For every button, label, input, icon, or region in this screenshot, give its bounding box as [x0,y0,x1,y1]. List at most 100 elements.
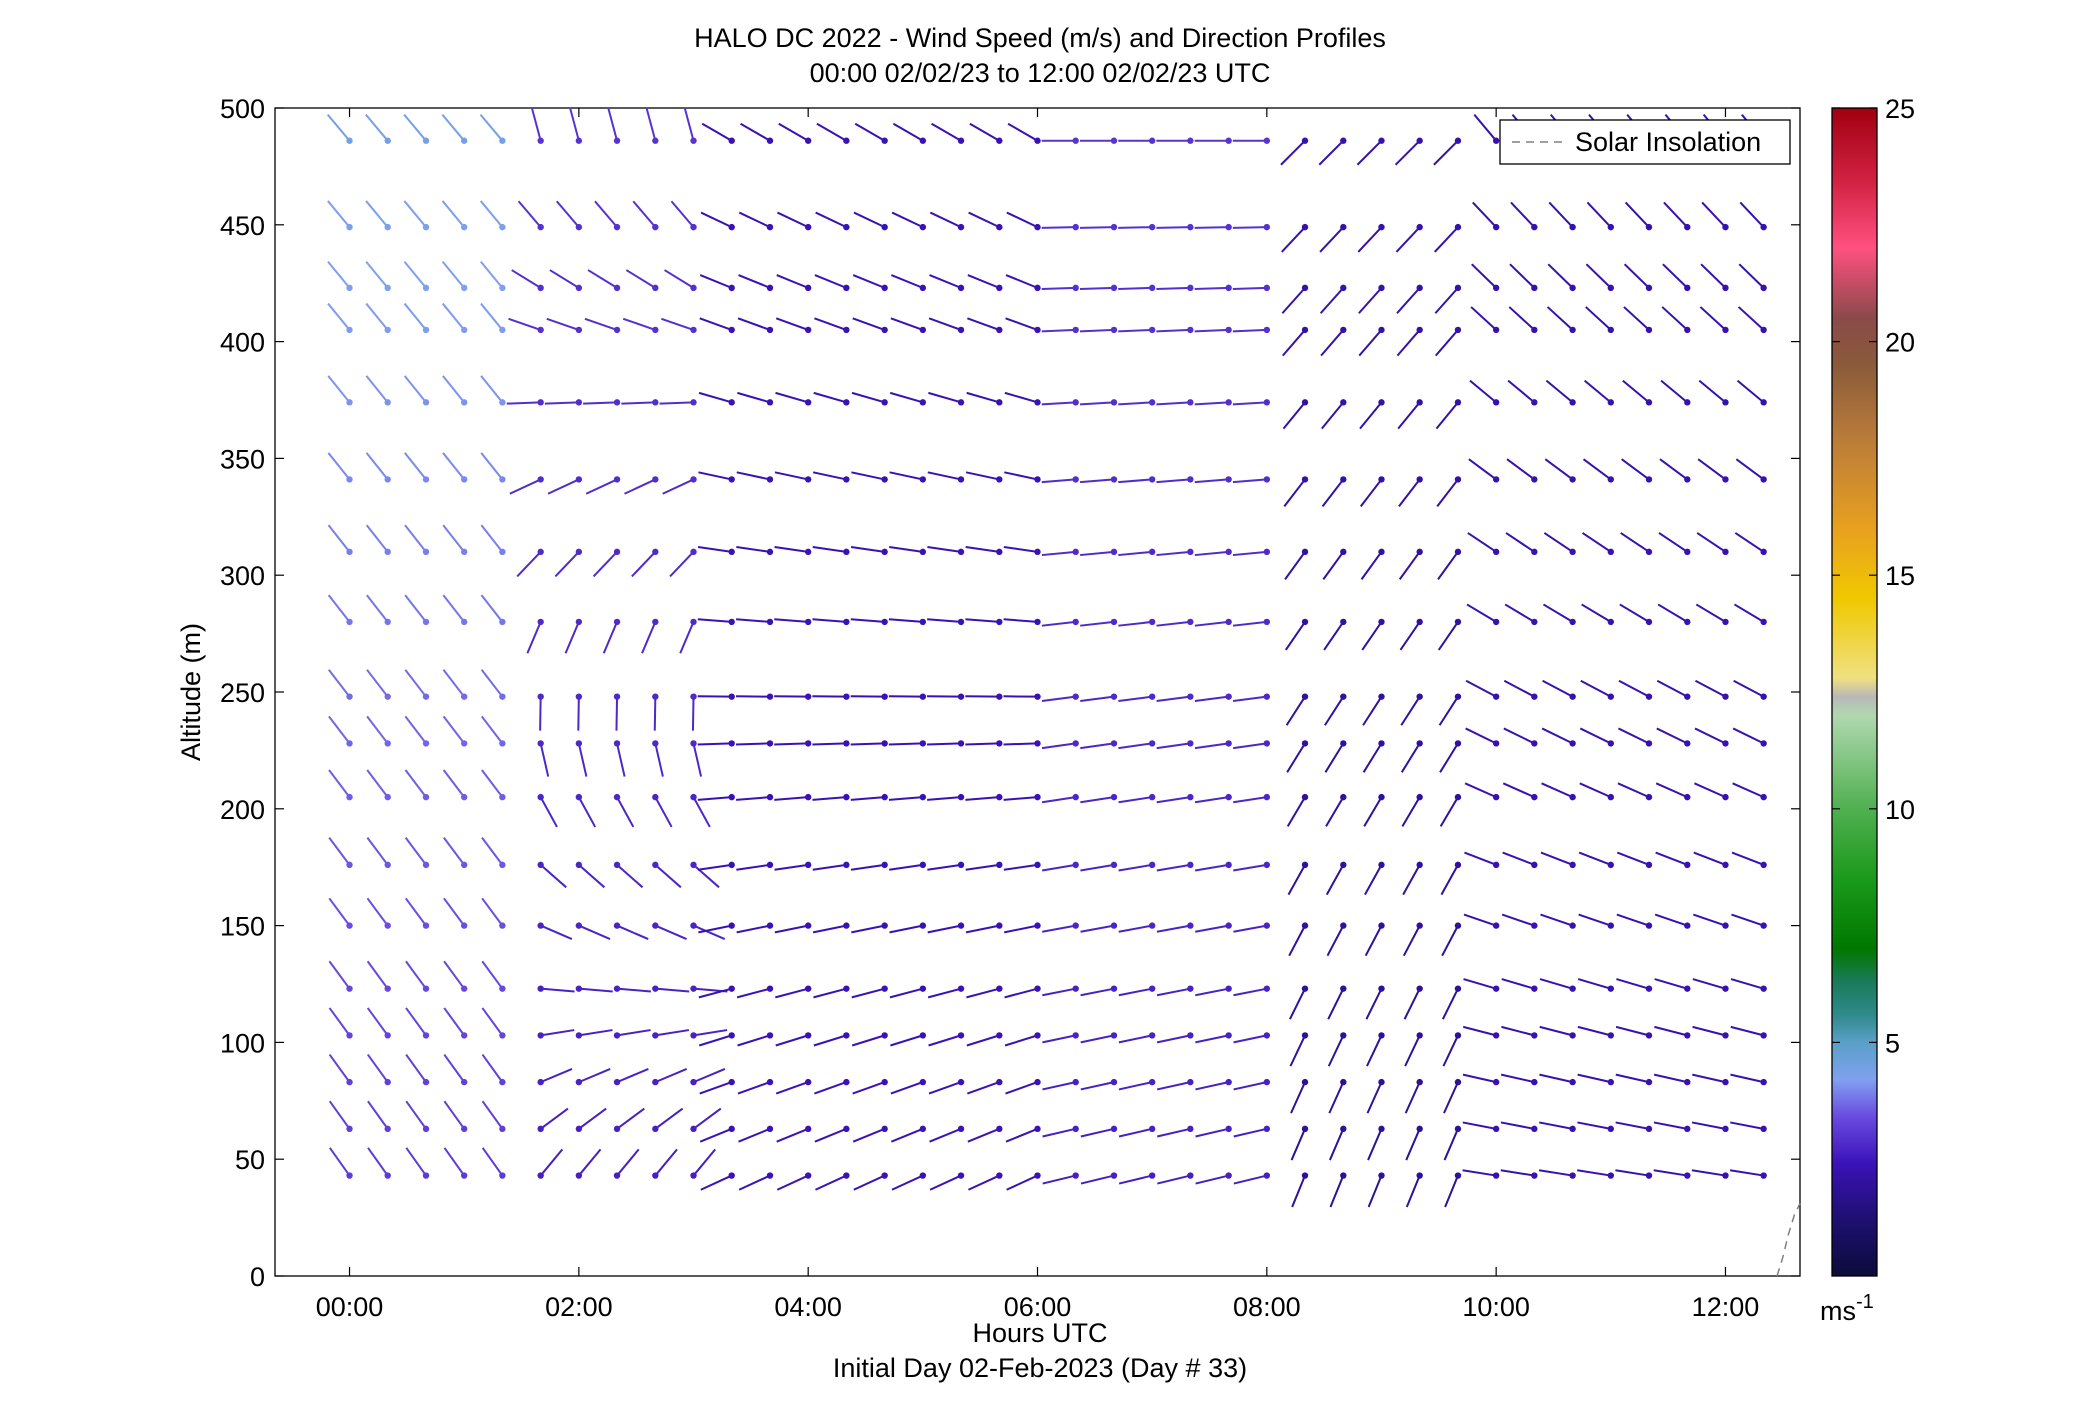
wind-barb [1541,782,1574,799]
wind-barb [654,1068,688,1084]
wind-barb [775,1081,809,1095]
wind-barb-dot [1531,740,1538,747]
wind-barb [1290,1081,1306,1114]
wind-barb-dot [384,693,391,700]
wind-barb [1731,913,1764,927]
wind-barb [927,618,962,623]
wind-barb-dot [919,1172,927,1179]
wind-barb-dot [957,1172,965,1179]
wind-barb-dot [613,861,621,869]
wind-barb [544,401,579,405]
wind-barb-dot [1492,326,1500,334]
wind-barb-dot [957,326,965,334]
wind-barb-dot [1722,399,1729,406]
wind-barb [1041,742,1076,750]
wind-barb-dot [804,922,812,929]
wind-barb-dot [499,985,506,992]
wind-barb [546,317,580,331]
wind-barb-dot [1684,693,1691,700]
wind-barb-dot [1340,985,1347,992]
wind-barb [1281,226,1306,253]
wind-barb [1358,329,1383,357]
wind-barb-dot [766,793,774,801]
wind-barb-dot [1034,1078,1041,1086]
wind-barb-dot [1301,922,1309,929]
wind-barb-dot [1722,693,1729,700]
wind-barb-dot [996,137,1003,144]
wind-barb [1739,201,1765,228]
wind-barb-dot [1492,793,1500,801]
wind-barb-dot [537,922,544,929]
wind-barb-dot [575,1125,583,1133]
wind-barb [693,924,726,941]
wind-barb-dot [1225,922,1232,929]
wind-barb-dot [1645,1078,1653,1086]
wind-barb-dot [843,618,850,626]
wind-barb-dot [1340,1078,1347,1086]
wind-barb-dot [1340,861,1347,869]
wind-barb-dot [1416,137,1423,144]
wind-barb [1194,286,1229,291]
wind-barb [697,863,732,871]
wind-barb [367,1100,389,1130]
wind-barb-dot [460,476,468,483]
wind-barb [698,924,732,934]
wind-barb-dot [804,399,812,406]
wind-barb [1232,620,1267,627]
wind-barb-dot [804,985,812,992]
wind-barb-dot [1760,284,1767,292]
wind-barb [1404,1081,1421,1114]
wind-barb [1041,478,1076,484]
wind-barb [1233,1174,1268,1185]
wind-barb-dot [652,1125,659,1133]
wind-barb [1437,621,1459,651]
wind-barb-dot [690,137,697,144]
wind-barb-dot [1072,861,1079,869]
wind-barb-dot [766,548,774,556]
wind-barb-dot [1148,137,1156,144]
wind-barb [443,1053,466,1083]
wind-barb [1118,742,1153,750]
y-tick-label: 500 [220,94,265,124]
wind-barb-dot [1034,1032,1041,1039]
wind-barb-dot [1454,861,1462,869]
wind-barb [365,452,389,481]
wind-barb-dot [690,740,697,747]
wind-barb-dot [1034,476,1041,483]
solar-insolation-line [1776,1203,1801,1277]
wind-barb-dot [996,1032,1003,1039]
wind-barb-dot [1072,740,1079,747]
wind-barb [509,478,542,495]
wind-barb [851,1034,885,1047]
wind-barb [1733,679,1765,698]
wind-barb-dot [1263,1172,1271,1179]
wind-barb [526,621,542,654]
wind-barb [1194,478,1229,484]
wind-barb [889,471,924,481]
wind-barb [1362,696,1383,726]
wind-barb [404,669,427,698]
wind-barb-dot [384,326,391,334]
wind-barb-dot [1416,693,1423,700]
wind-barb [1462,1121,1497,1130]
wind-barb-dot [1416,326,1423,334]
wind-barb [1232,478,1267,484]
wind-barb [539,1148,564,1177]
wind-barb [1440,864,1459,896]
wind-barb-dot [499,1125,506,1133]
wind-barb-dot [766,985,774,992]
wind-barb-dot [728,399,735,406]
wind-barb-dot [384,476,391,483]
wind-barb-dot [881,740,888,747]
wind-barb-dot [804,618,812,626]
wind-barb [1438,696,1459,726]
wind-barb [1118,695,1153,703]
wind-barb-dot [1569,1125,1576,1133]
wind-barb [1364,925,1383,957]
wind-barb [927,796,962,801]
wind-barb [481,1147,504,1177]
wind-barb-dot [1263,1078,1271,1086]
wind-barb-dot [766,1078,774,1086]
wind-barb-dot [1148,223,1156,231]
x-tick-label: 00:00 [316,1292,384,1322]
